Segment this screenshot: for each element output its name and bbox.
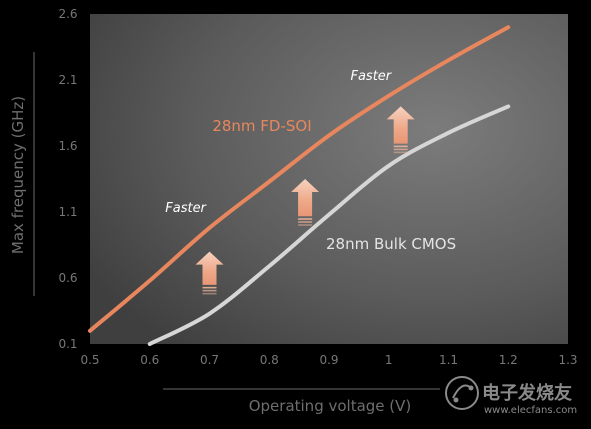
annotation-faster: Faster [165, 201, 207, 216]
arrow-up-icon [291, 179, 320, 226]
watermark: 电子发烧友 www.elecfans.com [445, 376, 577, 416]
y-tick-labels: 0.1 0.6 1.1 1.6 2.1 2.6 [58, 7, 77, 351]
y-tick-label: 2.1 [58, 73, 77, 87]
series-label-0: 28nm FD-SOI [212, 117, 311, 135]
x-tick-label: 1.2 [499, 353, 518, 367]
y-tick-label: 1.6 [58, 139, 77, 153]
plot-area [90, 14, 568, 344]
x-tick-label: 0.7 [200, 353, 219, 367]
x-axis-title: Operating voltage (V) [249, 397, 412, 415]
y-tick-label: 2.6 [58, 7, 77, 21]
annotation-faster: Faster [350, 69, 392, 84]
series-line-0 [88, 25, 511, 333]
x-tick-label: 0.9 [319, 353, 338, 367]
x-tick-label: 1 [385, 353, 393, 367]
y-axis-title: Max frequency (GHz) [9, 96, 27, 254]
series-label-1: 28nm Bulk CMOS [326, 235, 456, 253]
x-tick-labels: 0.5 0.6 0.7 0.8 0.9 1 1.1 1.2 1.3 [80, 353, 577, 367]
series-labels: 28nm FD-SOI 28nm Bulk CMOS [212, 117, 456, 253]
annotations: Faster Faster [165, 69, 393, 216]
x-tick-label: 0.5 [80, 353, 99, 367]
series-lines [88, 25, 511, 346]
y-tick-label: 1.1 [58, 205, 77, 219]
series-line-1 [147, 104, 511, 346]
watermark-url: www.elecfans.com [484, 405, 577, 416]
watermark-logo-icon [445, 376, 479, 410]
y-tick-label: 0.6 [58, 271, 77, 285]
x-tick-label: 0.6 [140, 353, 159, 367]
arrow-up-icon [386, 106, 415, 154]
arrow-up-icon [195, 251, 224, 295]
x-tick-label: 0.8 [260, 353, 279, 367]
watermark-brand: 电子发烧友 [482, 382, 572, 404]
x-tick-label: 1.3 [558, 353, 577, 367]
x-tick-label: 1.1 [439, 353, 458, 367]
y-tick-label: 0.1 [58, 337, 77, 351]
faster-arrows [195, 106, 415, 295]
